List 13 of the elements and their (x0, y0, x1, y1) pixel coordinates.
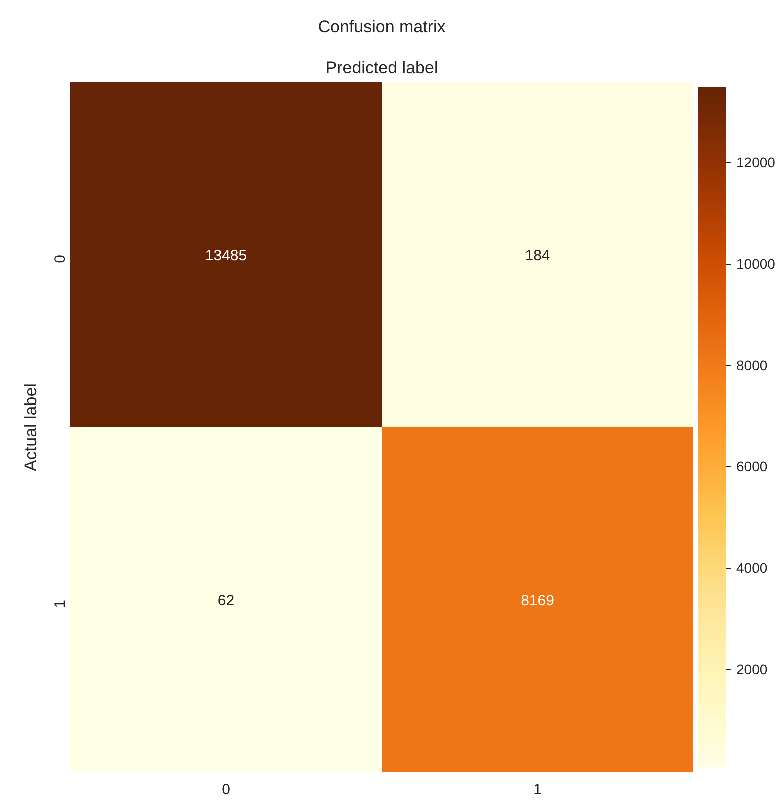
data-label: 184 (525, 248, 550, 264)
y-axis-title: Actual label (22, 384, 40, 472)
data-label: 62 (218, 592, 235, 610)
color-bar-label: 10000 (736, 256, 776, 272)
color-bar-label: 12000 (736, 154, 776, 171)
color-bar-label: 6000 (736, 458, 768, 475)
x-axis-title: Predicted label (326, 58, 438, 78)
color-bar-label: 4000 (736, 560, 768, 576)
color-bar-label: 8000 (736, 357, 768, 374)
data-label: 13485 (205, 248, 248, 264)
chart-title: Confusion matrix (318, 18, 446, 36)
data-label: 8169 (521, 592, 554, 610)
color-bar-label: 2000 (736, 661, 768, 678)
